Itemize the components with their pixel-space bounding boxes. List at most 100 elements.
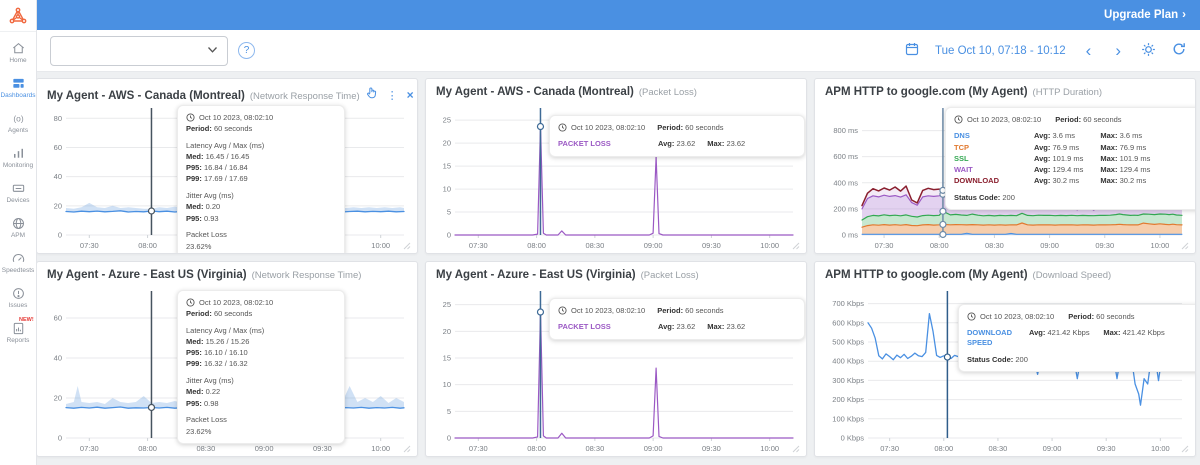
panel-title: My Agent - Azure - East US (Virginia) xyxy=(436,269,636,281)
svg-text:10:00: 10:00 xyxy=(371,444,390,453)
svg-text:08:30: 08:30 xyxy=(985,241,1004,250)
home-icon xyxy=(11,41,26,56)
svg-text:25: 25 xyxy=(443,116,451,125)
sidebar-item-speedtests[interactable]: Speedtests xyxy=(0,251,36,274)
sidebar-item-label: Agents xyxy=(8,127,28,134)
reports-icon xyxy=(11,321,26,336)
apm-icon xyxy=(11,216,26,231)
gear-icon[interactable] xyxy=(1141,42,1156,60)
dashboards-icon xyxy=(11,76,26,91)
dashboard-select[interactable] xyxy=(50,36,228,66)
svg-text:60: 60 xyxy=(54,143,62,152)
upgrade-plan-label: Upgrade Plan xyxy=(1104,9,1178,21)
svg-text:09:00: 09:00 xyxy=(255,444,274,453)
panel-packet-loss-azure: My Agent - Azure - East US (Virginia) (P… xyxy=(425,261,807,457)
chart-tooltip: Oct 10 2023, 08:02:10Period: 60 secondsD… xyxy=(945,107,1196,210)
panel-title: APM HTTP to google.com (My Agent) xyxy=(825,269,1028,281)
chevron-right-icon[interactable]: › xyxy=(1111,42,1125,59)
chevron-left-icon[interactable]: ‹ xyxy=(1082,42,1096,59)
sidebar: Home Dashboards (o) Agents Monitoring Devices… xyxy=(0,0,37,465)
calendar-icon[interactable] xyxy=(905,42,919,59)
svg-text:200 ms: 200 ms xyxy=(833,204,858,213)
svg-text:0: 0 xyxy=(58,231,62,240)
svg-text:09:00: 09:00 xyxy=(1040,241,1059,250)
resize-handle[interactable] xyxy=(1181,445,1189,453)
new-badge: NEW! xyxy=(19,317,34,323)
sidebar-item-dashboards[interactable]: Dashboards xyxy=(0,76,36,99)
panel-title: My Agent - AWS - Canada (Montreal) xyxy=(436,86,634,98)
sidebar-item-label: Reports xyxy=(7,337,30,344)
sidebar-item-label: Dashboards xyxy=(0,92,35,99)
svg-text:08:00: 08:00 xyxy=(138,241,157,250)
svg-text:60: 60 xyxy=(54,314,62,323)
svg-text:09:30: 09:30 xyxy=(702,444,721,453)
resize-handle[interactable] xyxy=(403,445,411,453)
kebab-menu-icon[interactable]: ⋮ xyxy=(387,89,398,102)
chart-tooltip: Oct 10 2023, 08:02:10Period: 60 secondsP… xyxy=(549,298,805,340)
sidebar-item-apm[interactable]: APM xyxy=(0,216,36,239)
svg-text:09:00: 09:00 xyxy=(1043,444,1062,453)
panel-download-speed: APM HTTP to google.com (My Agent) (Downl… xyxy=(814,261,1196,457)
svg-text:08:00: 08:00 xyxy=(930,241,949,250)
svg-text:0: 0 xyxy=(58,434,62,443)
svg-text:(o): (o) xyxy=(13,113,23,123)
resize-handle[interactable] xyxy=(792,445,800,453)
svg-text:600 ms: 600 ms xyxy=(833,152,858,161)
sidebar-item-label: Speedtests xyxy=(2,267,35,274)
svg-text:07:30: 07:30 xyxy=(880,444,899,453)
svg-text:09:30: 09:30 xyxy=(702,241,721,250)
sidebar-item-agents[interactable]: (o) Agents xyxy=(0,111,36,134)
sidebar-item-label: Monitoring xyxy=(3,162,33,169)
refresh-icon[interactable] xyxy=(1172,42,1186,59)
svg-text:08:30: 08:30 xyxy=(585,444,604,453)
sidebar-item-reports[interactable]: ReportsNEW! xyxy=(0,321,36,344)
resize-handle[interactable] xyxy=(403,242,411,250)
upgrade-plan-button[interactable]: Upgrade Plan › xyxy=(1104,9,1186,21)
help-icon[interactable]: ? xyxy=(238,42,255,59)
panel-title: My Agent - Azure - East US (Virginia) xyxy=(47,269,247,281)
sidebar-item-label: Issues xyxy=(9,302,28,309)
svg-text:200 Kbps: 200 Kbps xyxy=(832,395,864,404)
svg-text:09:30: 09:30 xyxy=(1097,444,1116,453)
svg-text:10:00: 10:00 xyxy=(760,444,779,453)
resize-handle[interactable] xyxy=(1181,242,1189,250)
resize-handle[interactable] xyxy=(792,242,800,250)
sidebar-item-issues[interactable]: Issues xyxy=(0,286,36,309)
close-icon[interactable]: × xyxy=(407,88,414,102)
svg-text:08:00: 08:00 xyxy=(138,444,157,453)
panel-subtitle: (Network Response Time) xyxy=(250,91,360,102)
sidebar-item-monitoring[interactable]: Monitoring xyxy=(0,146,36,169)
svg-text:10: 10 xyxy=(443,185,451,194)
svg-text:0 Kbps: 0 Kbps xyxy=(841,434,865,443)
svg-text:400 ms: 400 ms xyxy=(833,178,858,187)
svg-text:10:00: 10:00 xyxy=(760,241,779,250)
chart-tooltip: Oct 10 2023, 08:02:10Period: 60 secondsL… xyxy=(177,290,345,444)
tap-icon[interactable] xyxy=(365,86,378,104)
svg-text:5: 5 xyxy=(447,208,451,217)
toolbar-right: Tue Oct 10, 07:18 - 10:12 ‹ › xyxy=(905,42,1186,60)
monitoring-icon xyxy=(11,146,26,161)
svg-text:09:30: 09:30 xyxy=(1095,241,1114,250)
svg-text:5: 5 xyxy=(447,407,451,416)
speedtests-icon xyxy=(11,251,26,266)
dashboard-grid: My Agent - AWS - Canada (Montreal) (Netw… xyxy=(36,72,1197,457)
date-range[interactable]: Tue Oct 10, 07:18 - 10:12 xyxy=(935,45,1066,57)
svg-text:0 ms: 0 ms xyxy=(842,231,859,240)
svg-text:10:00: 10:00 xyxy=(371,241,390,250)
panel-packet-loss-aws: My Agent - AWS - Canada (Montreal) (Pack… xyxy=(425,78,807,254)
svg-text:07:30: 07:30 xyxy=(469,444,488,453)
sidebar-item-label: Home xyxy=(9,57,26,64)
sidebar-item-home[interactable]: Home xyxy=(0,41,36,64)
svg-text:08:30: 08:30 xyxy=(196,444,215,453)
app-logo[interactable] xyxy=(0,0,36,32)
svg-text:25: 25 xyxy=(443,300,451,309)
chevron-right-icon: › xyxy=(1182,9,1186,21)
chevron-down-icon xyxy=(207,45,218,57)
panel-subtitle: (Packet Loss) xyxy=(641,270,699,281)
svg-text:20: 20 xyxy=(54,201,62,210)
svg-text:500 Kbps: 500 Kbps xyxy=(832,338,864,347)
sidebar-item-label: APM xyxy=(11,232,25,239)
sidebar-item-devices[interactable]: Devices xyxy=(0,181,36,204)
svg-text:07:30: 07:30 xyxy=(469,241,488,250)
panel-subtitle: (Download Speed) xyxy=(1033,270,1112,281)
